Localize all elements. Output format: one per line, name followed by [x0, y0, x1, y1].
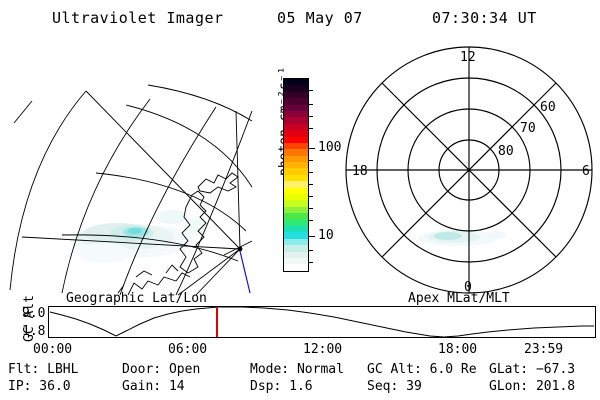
- colorbar-band-6: [284, 117, 308, 124]
- colorbar-band-13: [284, 162, 308, 169]
- door-status: Door: Open: [122, 362, 201, 377]
- dsp-status: Dsp: 1.6: [250, 379, 313, 394]
- colorbar-minor-tick-7: [309, 196, 313, 197]
- colorbar-minor-tick-8: [309, 208, 313, 209]
- colorbar-minor-tick-9: [309, 220, 313, 221]
- observation-time: 07:30:34 UT: [432, 9, 537, 27]
- colorbar-minor-tick-5: [309, 172, 313, 173]
- colorbar-minor-tick-0: [309, 90, 313, 91]
- colorbar-minor-tick-11: [309, 262, 313, 263]
- colorbar-band-0: [284, 79, 308, 86]
- colorbar-tick-label-10: 10: [318, 228, 334, 243]
- colorbar: [283, 78, 309, 272]
- geographic-projection: [9, 84, 253, 296]
- subsatellite-point: [237, 246, 243, 252]
- colorbar-tick-10: [309, 236, 315, 237]
- glon-status: GLon: 201.8: [489, 379, 576, 394]
- colorbar-band-28: [284, 257, 308, 265]
- colorbar-gradient: [283, 78, 309, 272]
- y-tick-low: 1.8: [22, 324, 46, 339]
- mlt-label-0: 0: [464, 280, 472, 295]
- x-tick-1800: 18:00: [438, 342, 478, 357]
- filter-status: Flt: LBHL: [8, 362, 79, 377]
- header: Ultraviolet Imager 05 May 07 07:30:34 UT: [0, 6, 600, 32]
- longitude-graticule: [61, 84, 253, 262]
- mlat-label-70: 70: [520, 121, 536, 136]
- mlt-label-18: 18: [352, 164, 368, 179]
- sequence-status: Seq: 39: [367, 379, 422, 394]
- mlat-label-60: 60: [540, 100, 556, 115]
- colorbar-band-12: [284, 155, 308, 163]
- x-tick-0000: 00:00: [33, 342, 73, 357]
- subsatellite-crosshair: [21, 90, 253, 296]
- mode-status: Mode: Normal: [250, 362, 344, 377]
- colorbar-band-7: [284, 123, 308, 131]
- colorbar-band-22: [284, 219, 308, 226]
- mlt-label-12: 12: [460, 50, 476, 65]
- x-tick-0600: 06:00: [168, 342, 208, 357]
- magnetic-dial: 12 18 6 0 60 70 80: [345, 46, 593, 295]
- colorbar-band-17: [284, 187, 308, 195]
- mlt-label-6: 6: [582, 164, 590, 179]
- colorbar-band-5: [284, 110, 308, 118]
- colorbar-band-16: [284, 181, 308, 188]
- colorbar-band-23: [284, 225, 308, 233]
- x-tick-2359: 23:59: [524, 342, 564, 357]
- colorbar-minor-tick-2: [309, 116, 313, 117]
- status-footer: Flt: LBHL Door: Open Mode: Normal GC Alt…: [0, 362, 600, 398]
- colorbar-band-1: [284, 85, 308, 92]
- colorbar-axis-label: photon cm⁻²s⁻¹: [262, 66, 292, 260]
- colorbar-minor-tick-10: [309, 250, 313, 251]
- altitude-curve: [49, 306, 594, 338]
- colorbar-minor-tick-4: [309, 160, 313, 161]
- colorbar-band-9: [284, 136, 308, 143]
- glat-status: GLat: −67.3: [489, 362, 576, 377]
- instrument-title: Ultraviolet Imager: [52, 9, 224, 27]
- colorbar-band-19: [284, 200, 308, 207]
- timeline-frame: [48, 306, 596, 338]
- x-tick-1200: 12:00: [303, 342, 343, 357]
- colorbar-band-24: [284, 232, 308, 239]
- colorbar-tick-label-100: 100: [318, 140, 342, 155]
- colorbar-band-29: [284, 264, 308, 271]
- y-tick-high: 9.0: [22, 306, 46, 321]
- colorbar-band-3: [284, 98, 308, 105]
- colorbar-band-10: [284, 142, 308, 150]
- colorbar-minor-tick-6: [309, 184, 313, 185]
- gc-altitude-status: GC Alt: 6.0 Re: [367, 362, 477, 377]
- colorbar-tick-100: [309, 148, 315, 149]
- subsatellite-track-marker: [239, 250, 251, 294]
- coastline-outlines: [117, 172, 239, 296]
- colorbar-minor-tick-1: [309, 104, 313, 105]
- colorbar-band-11: [284, 149, 308, 156]
- aurora-emission-magnetic: [418, 230, 506, 246]
- observation-date: 05 May 07: [277, 9, 363, 27]
- aurora-emission-geographic: [70, 210, 208, 263]
- gain-status: Gain: 14: [122, 379, 185, 394]
- graticule-fragment: [13, 100, 33, 124]
- colorbar-band-4: [284, 104, 308, 111]
- magnetic-caption: Apex MLat/MLT: [408, 291, 510, 306]
- colorbar-minor-tick-3: [309, 128, 313, 129]
- colorbar-band-26: [284, 245, 308, 252]
- colorbar-band-20: [284, 206, 308, 214]
- geographic-panel: [0, 45, 262, 296]
- current-time-cursor: [216, 307, 218, 337]
- colorbar-band-27: [284, 251, 308, 258]
- colorbar-band-14: [284, 168, 308, 175]
- mlat-label-80: 80: [498, 144, 514, 159]
- colorbar-band-18: [284, 194, 308, 201]
- colorbar-band-8: [284, 130, 308, 137]
- colorbar-band-15: [284, 174, 308, 182]
- colorbar-band-2: [284, 91, 308, 99]
- geographic-caption: Geographic Lat/Lon: [66, 291, 207, 306]
- magnetic-panel: 12 18 6 0 60 70 80: [336, 45, 600, 295]
- ip-status: IP: 36.0: [8, 379, 71, 394]
- colorbar-band-21: [284, 213, 308, 220]
- colorbar-band-25: [284, 238, 308, 246]
- latitude-graticule: [9, 90, 253, 296]
- mlt-spokes: [346, 47, 592, 293]
